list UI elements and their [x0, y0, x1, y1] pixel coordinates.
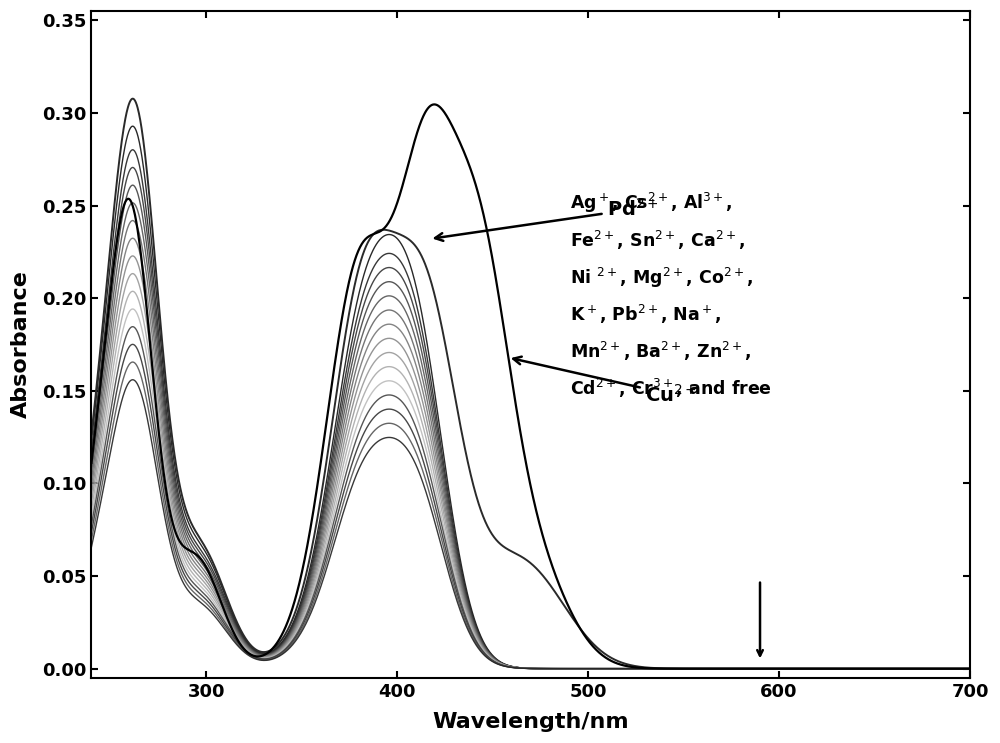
Text: Ag$^+$, Cs$^{2+}$, Al$^{3+}$,
Fe$^{2+}$, Sn$^{2+}$, Ca$^{2+}$,
Ni $^{2+}$, Mg$^{: Ag$^+$, Cs$^{2+}$, Al$^{3+}$, Fe$^{2+}$,…	[570, 191, 772, 400]
X-axis label: Wavelength/nm: Wavelength/nm	[432, 712, 629, 732]
Y-axis label: Absorbance: Absorbance	[11, 270, 31, 418]
Text: Pd$^{2+}$: Pd$^{2+}$	[435, 198, 659, 241]
Text: Cu$^{2+}$: Cu$^{2+}$	[513, 357, 697, 406]
